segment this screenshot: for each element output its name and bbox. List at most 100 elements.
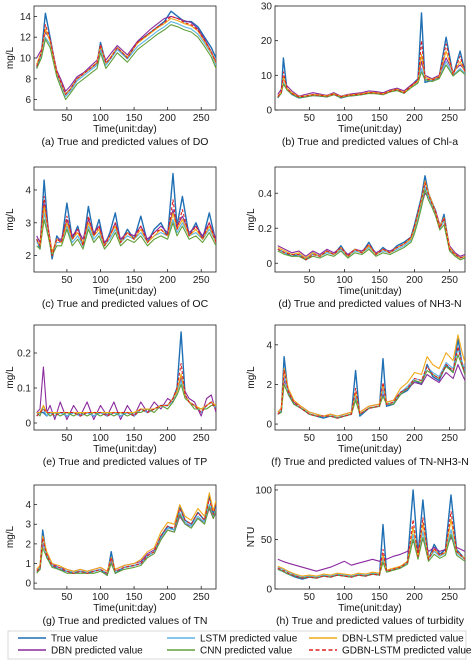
legend-label-dbn: DBN predicted value bbox=[51, 646, 143, 657]
panel-h: 50 100 150 200 250050100Time(unit:day)NTU(h)… bbox=[246, 484, 466, 627]
x-tick-label: 250 bbox=[441, 433, 458, 444]
y-tick-label: 14 bbox=[20, 12, 32, 23]
y-tick-label: 0.2 bbox=[258, 224, 272, 235]
series-line-gdbn-lstm bbox=[277, 511, 465, 579]
y-tick-label: 4 bbox=[266, 340, 272, 351]
x-tick-label: 100 bbox=[92, 275, 109, 286]
y-tick-label: 1 bbox=[25, 559, 31, 570]
x-tick-label: 250 bbox=[441, 113, 458, 124]
y-axis-label: mg/L bbox=[5, 46, 16, 69]
x-axis-label: Time(unit:day) bbox=[93, 444, 157, 455]
x-axis-label: Time(unit:day) bbox=[93, 124, 157, 135]
x-tick-label: 150 bbox=[126, 592, 143, 603]
panel-caption: (g) True and predicted values of TN bbox=[43, 615, 208, 627]
y-tick-label: 10 bbox=[20, 54, 32, 65]
x-tick-label: 200 bbox=[406, 113, 423, 124]
x-tick-label: 50 bbox=[61, 275, 73, 286]
series-group bbox=[36, 331, 216, 421]
x-tick-label: 150 bbox=[371, 433, 388, 444]
panel-caption: (f) True and predicted values of TN-NH3-… bbox=[271, 456, 469, 468]
y-tick-label: 50 bbox=[261, 535, 273, 546]
x-tick-label: 250 bbox=[441, 275, 458, 286]
series-line-cnn bbox=[277, 354, 465, 419]
x-axis-label: Time(unit:day) bbox=[338, 286, 402, 297]
panel-d: 50 100 150 200 250 0 0.2 0.4 Time(unit:day) mg/L (… bbox=[246, 166, 466, 310]
x-tick-label: 50 bbox=[304, 592, 316, 603]
x-tick-label: 200 bbox=[159, 433, 176, 444]
x-tick-label: 250 bbox=[193, 113, 210, 124]
legend-label-dbn-lstm: DBN-LSTM predicted value bbox=[342, 634, 464, 645]
x-tick-label: 100 bbox=[92, 433, 109, 444]
x-tick-label: 50 bbox=[61, 592, 73, 603]
series-line-dbn-lstm bbox=[36, 492, 216, 572]
y-axis-label: mg/L bbox=[5, 525, 16, 548]
x-tick-label: 50 bbox=[304, 433, 316, 444]
series-line-gdbn-lstm bbox=[36, 498, 216, 574]
x-axis-label: Time(unit:day) bbox=[93, 286, 157, 297]
x-axis-label: Time(unit:day) bbox=[338, 603, 402, 614]
x-tick-label: 100 bbox=[336, 433, 353, 444]
x-tick-label: 250 bbox=[193, 592, 210, 603]
series-group bbox=[36, 172, 216, 260]
x-tick-label: 100 bbox=[336, 113, 353, 124]
panel-caption: (a) True and predicted values of DO bbox=[42, 136, 209, 148]
y-tick-label: 0.1 bbox=[17, 384, 31, 395]
plot-frame bbox=[33, 484, 217, 590]
x-tick-label: 200 bbox=[406, 433, 423, 444]
x-tick-label: 150 bbox=[126, 433, 143, 444]
x-tick-label: 150 bbox=[126, 275, 143, 286]
y-tick-label: 6 bbox=[25, 95, 31, 106]
x-tick-label: 150 bbox=[371, 275, 388, 286]
y-tick-label: 2 bbox=[25, 251, 31, 262]
y-tick-label: 2 bbox=[266, 380, 272, 391]
panel-caption: (d) True and predicted values of NH3-N bbox=[278, 298, 461, 310]
y-tick-label: 4 bbox=[25, 185, 31, 196]
panel-caption: (e) True and predicted values of TP bbox=[43, 456, 207, 468]
panel-c: 50 100 150 200 250 2 3 4 Time(unit:day) mg/L (c) T… bbox=[5, 166, 217, 310]
series-line-gdbn-lstm bbox=[277, 40, 465, 98]
series-group bbox=[277, 12, 465, 99]
plot-frame bbox=[274, 484, 466, 590]
legend-label-lstm: LSTM predicted value bbox=[200, 634, 298, 645]
y-tick-label: 8 bbox=[25, 74, 31, 85]
panel-f: 50 100 150 200 250 0 2 4 Time(unit:day) mg/L (f) T… bbox=[246, 324, 469, 468]
x-tick-label: 150 bbox=[126, 113, 143, 124]
y-axis-label: mg/L bbox=[5, 366, 16, 389]
legend-label-cnn: CNN predicted value bbox=[200, 646, 293, 657]
series-line-dbn bbox=[36, 15, 216, 92]
x-tick-label: 100 bbox=[92, 592, 109, 603]
y-tick-label: 2 bbox=[25, 539, 31, 550]
x-tick-label: 50 bbox=[304, 113, 316, 124]
series-line-gdbn-lstm bbox=[36, 362, 216, 417]
x-axis-label: Time(unit:day) bbox=[93, 603, 157, 614]
series-line-lstm bbox=[36, 212, 216, 253]
x-tick-label: 200 bbox=[159, 592, 176, 603]
y-tick-label: 10 bbox=[261, 71, 273, 82]
panel-b: 50 100 150 200 250 0 10 20 30 Time(unit:day)(b) T… bbox=[261, 2, 466, 148]
series-group bbox=[277, 334, 465, 419]
series-line-cnn bbox=[36, 383, 216, 417]
y-tick-label: 0 bbox=[266, 106, 272, 117]
plot-frame bbox=[274, 166, 466, 273]
panel-e: 50 100 150 200 250 0 0.1 0.2 Time(unit:day) mg/L (… bbox=[5, 324, 217, 468]
series-group bbox=[277, 175, 465, 261]
y-axis-label: mg/L bbox=[5, 208, 16, 231]
series-line-cnn bbox=[36, 218, 216, 257]
y-tick-label: 0.2 bbox=[17, 349, 31, 360]
panel-caption: (b) True and predicted values of Chl-a bbox=[282, 136, 458, 148]
x-tick-label: 150 bbox=[371, 592, 388, 603]
series-line-lstm bbox=[36, 21, 216, 98]
x-tick-label: 250 bbox=[441, 592, 458, 603]
series-line-gdbn-lstm bbox=[277, 182, 465, 261]
panel-g: 50 100 150 200 250 0 1 2 3 4 Time(unit:day) mg/L (g)… bbox=[5, 484, 217, 627]
x-tick-label: 250 bbox=[193, 433, 210, 444]
x-axis-label: Time(unit:day) bbox=[338, 124, 402, 135]
plot-frame bbox=[33, 166, 217, 273]
y-tick-label: 30 bbox=[261, 2, 273, 13]
series-line-cnn bbox=[36, 506, 216, 576]
series-group bbox=[36, 492, 216, 576]
series-line-gdbn-lstm bbox=[36, 195, 216, 257]
y-tick-label: 0.4 bbox=[258, 189, 272, 200]
